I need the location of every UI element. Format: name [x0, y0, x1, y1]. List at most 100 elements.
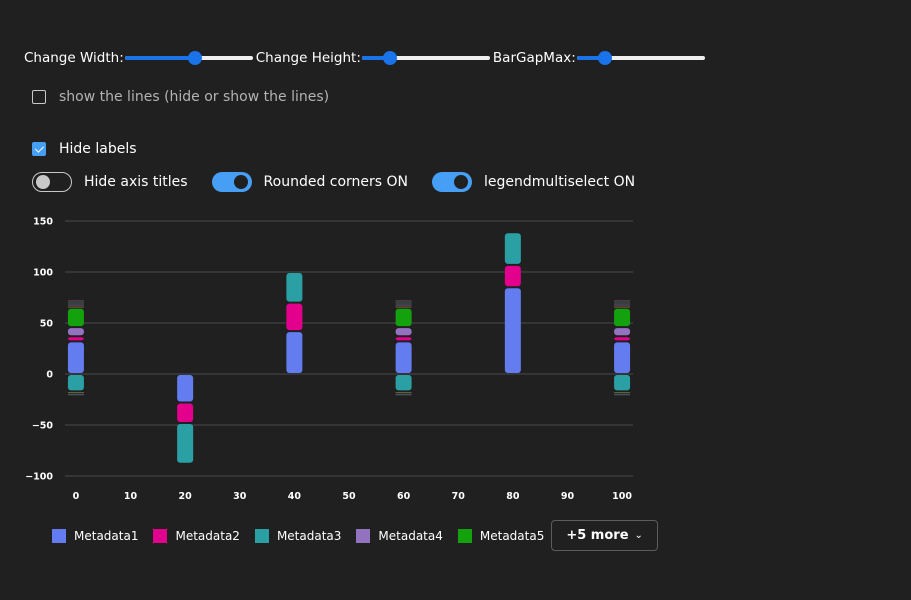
legend-swatch: [153, 528, 168, 543]
bar-segment: [614, 375, 631, 391]
bar-segment: [395, 300, 412, 302]
bar-segment: [177, 375, 194, 402]
chevron-down-icon: ⌄: [634, 530, 643, 541]
bar-segment: [614, 342, 631, 373]
legend-multiselect-toggle[interactable]: [432, 172, 473, 192]
bar-segment: [504, 288, 521, 373]
bar-segment: [395, 306, 412, 308]
legend-item-metadata1[interactable]: Metadata1: [52, 528, 139, 543]
bargapmax-slider-label: BarGapMax:: [492, 50, 576, 66]
bargapmax-slider[interactable]: [576, 50, 705, 66]
x-tick-label: 70: [452, 491, 466, 502]
show-lines-option[interactable]: show the lines (hide or show the lines): [32, 89, 329, 105]
legend-label: Metadata4: [378, 528, 443, 543]
bar-segment: [67, 300, 84, 302]
height-slider-label: Change Height:: [255, 50, 361, 66]
toggle-row: Hide axis titles Rounded corners ON lege…: [32, 172, 659, 192]
show-lines-checkbox[interactable]: [32, 90, 46, 104]
x-tick-label: 40: [288, 491, 302, 502]
x-tick-label: 90: [561, 491, 575, 502]
more-legend-button[interactable]: +5 more ⌄: [551, 520, 658, 551]
hide-axis-titles-toggle[interactable]: [32, 172, 72, 192]
bar-segment: [395, 337, 412, 341]
legend-swatch: [52, 528, 66, 543]
x-tick-label: 60: [397, 491, 411, 502]
y-tick-label: 50: [40, 319, 54, 330]
bar-segment: [67, 306, 84, 308]
width-slider-label: Change Width:: [24, 50, 124, 66]
legend-item-metadata2[interactable]: Metadata2: [153, 528, 240, 543]
bar-segment: [614, 302, 631, 304]
show-lines-label: show the lines (hide or show the lines): [59, 89, 330, 105]
bar-segment: [395, 302, 412, 304]
bar-segment: [67, 328, 84, 336]
bar-segment: [67, 375, 84, 391]
x-tick-label: 0: [73, 491, 80, 502]
rounded-corners-label: Rounded corners ON: [263, 174, 409, 190]
legend-item-metadata4[interactable]: Metadata4: [356, 528, 443, 543]
legend-item-metadata5[interactable]: Metadata5: [457, 528, 545, 543]
width-slider[interactable]: [124, 50, 253, 66]
legend-label: Metadata2: [175, 528, 240, 543]
legend-item-metadata3[interactable]: Metadata3: [254, 528, 342, 543]
bar-segment: [395, 328, 412, 336]
x-tick-label: 10: [124, 491, 138, 502]
x-tick-label: 50: [342, 491, 356, 502]
bar-segment: [614, 337, 631, 341]
hide-labels-label: Hide labels: [59, 141, 137, 157]
bar-segment: [504, 265, 521, 287]
bar-segment: [286, 303, 303, 331]
height-slider-thumb[interactable]: [383, 51, 398, 65]
bar-segment: [614, 304, 631, 306]
bar-segment: [614, 394, 631, 396]
legend-swatch: [254, 528, 269, 543]
legend-multiselect-label: legendmultiselect ON: [484, 174, 636, 190]
bar-segment: [614, 300, 631, 302]
hide-labels-option[interactable]: Hide labels: [32, 141, 137, 157]
more-legend-label: +5 more: [566, 528, 629, 543]
height-slider[interactable]: [361, 50, 490, 66]
legend-label: Metadata1: [74, 528, 139, 543]
legend-swatch: [457, 528, 472, 543]
bar-segment: [395, 394, 412, 396]
y-tick-label: −50: [32, 421, 54, 432]
bar-segment: [286, 273, 303, 302]
slider-row: Change Width: Change Height: BarGapMax:: [24, 50, 708, 66]
chart-legend: Metadata1 Metadata2 Metadata3 Metadata4 …: [52, 520, 658, 551]
bar-segment: [177, 423, 194, 463]
bar-segment: [67, 308, 84, 327]
bar-segment: [67, 304, 84, 306]
rounded-corners-toggle[interactable]: [211, 172, 252, 192]
bargapmax-slider-thumb[interactable]: [597, 51, 612, 65]
y-tick-label: 150: [33, 217, 53, 228]
bar-segment: [286, 332, 303, 373]
legend-swatch: [356, 528, 371, 543]
y-tick-label: −100: [25, 472, 53, 483]
bar-segment: [614, 308, 631, 327]
bar-segment: [67, 394, 84, 396]
bar-segment: [614, 328, 631, 336]
legend-label: Metadata3: [276, 528, 342, 543]
bar-segment: [504, 233, 521, 264]
bar-segment: [395, 304, 412, 306]
bar-segment: [67, 337, 84, 341]
bar-segment: [67, 302, 84, 304]
x-tick-label: 30: [233, 491, 247, 502]
bar-segment: [395, 342, 412, 373]
x-tick-label: 20: [179, 491, 193, 502]
bar-segment: [67, 392, 84, 394]
bar-segment: [395, 375, 412, 391]
x-tick-label: 100: [612, 491, 632, 502]
hide-labels-checkbox[interactable]: [32, 142, 46, 156]
x-tick-label: 80: [506, 491, 520, 502]
legend-label: Metadata5: [479, 528, 545, 543]
width-slider-thumb[interactable]: [188, 51, 203, 65]
y-tick-label: 0: [46, 370, 53, 381]
bar-segment: [395, 308, 412, 327]
bar-segment: [614, 306, 631, 308]
bar-segment: [614, 392, 631, 394]
y-tick-label: 100: [33, 268, 53, 279]
bar-segment: [67, 342, 84, 373]
bar-segment: [395, 392, 412, 394]
